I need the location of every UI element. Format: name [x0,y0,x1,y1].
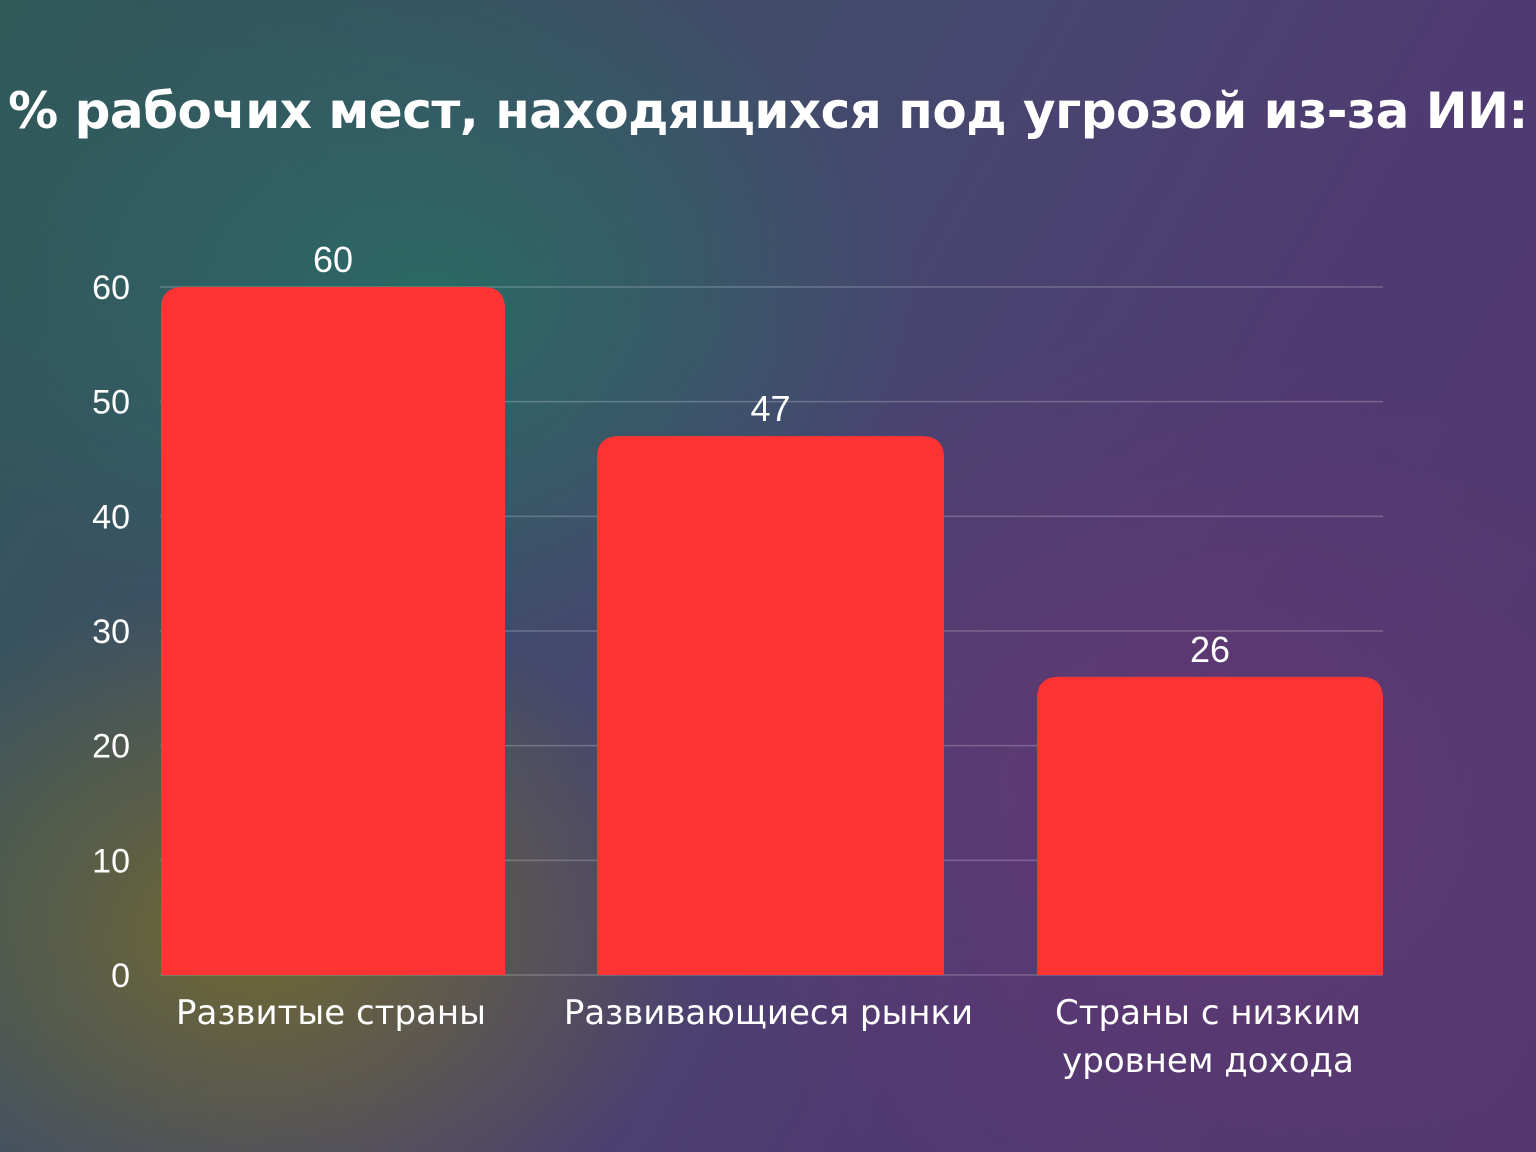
bars [161,287,1383,976]
x-axis-categories: Развитые страны Развивающиеся рынки Страны… [176,993,1361,1081]
x-category-label: уровнем дохода [1062,1041,1354,1081]
x-category-label: Развивающиеся рынки [564,993,973,1033]
y-tick-label: 60 [92,269,130,307]
value-labels: 60 47 26 [313,239,1230,670]
y-tick-label: 20 [92,728,130,766]
data-label-3: 26 [1190,629,1230,670]
x-category-label: Страны с низким [1055,993,1361,1033]
bar-3 [1037,676,1383,975]
y-tick-label: 50 [92,384,130,422]
bar-2 [597,436,944,976]
chart-title: % рабочих мест, находящихся под угрозой … [8,82,1528,140]
data-label-2: 47 [750,388,790,429]
y-tick-label: 10 [92,842,130,880]
y-tick-label: 0 [111,957,130,995]
data-label-1: 60 [313,239,353,280]
y-axis-ticks: 0 10 20 30 40 50 60 [92,269,130,995]
y-tick-label: 40 [92,498,130,536]
y-tick-label: 30 [92,613,130,651]
x-category-label: Развитые страны [176,993,486,1033]
bar-1 [161,287,505,975]
